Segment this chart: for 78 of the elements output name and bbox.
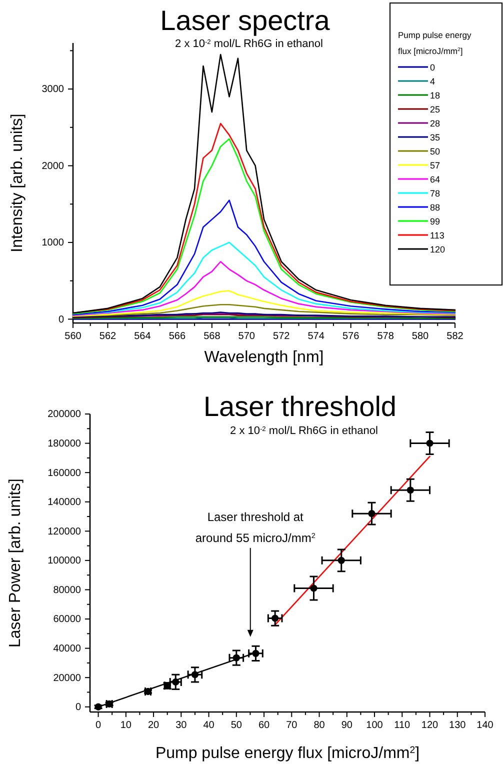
x-tick-label: 40 <box>203 720 215 732</box>
x-tick-label: 10 <box>120 720 132 732</box>
point <box>252 650 260 657</box>
point <box>310 584 318 592</box>
chart-subtitle: 2 x 10$^{-2}$ mol/L Rh6G in ethanol <box>175 38 323 50</box>
x-tick-label: 90 <box>341 720 353 732</box>
point <box>272 614 279 622</box>
legend-label: 120 <box>430 244 446 254</box>
x-tick-label: 100 <box>366 720 384 732</box>
legend-label: 99 <box>430 216 440 226</box>
legend-label: 18 <box>430 90 440 100</box>
point <box>368 510 376 518</box>
y-tick-label: 1000 <box>42 238 64 249</box>
x-tick-label: 572 <box>273 331 290 342</box>
y-tick-label: 180000 <box>48 438 82 450</box>
y-tick-label: 3000 <box>42 84 64 96</box>
x-tick-label: 110 <box>394 720 411 732</box>
x-tick-label: 20 <box>148 720 160 732</box>
point <box>338 556 345 564</box>
chart-title: Laser threshold <box>203 391 397 422</box>
x-tick-label: 140 <box>476 720 494 732</box>
x-tick-label: 560 <box>64 331 82 342</box>
annotation: Laser threshold at around 55 microJ/mm$^{2}$ <box>195 510 316 545</box>
x-axis-title: Pump pulse energy flux [microJ/mm$^{2}$] <box>155 744 420 762</box>
x-tick-label: 120 <box>421 720 439 732</box>
legend-label: 25 <box>430 104 440 114</box>
point <box>232 654 240 662</box>
legend-label: 50 <box>430 146 440 156</box>
legend-label: 0 <box>430 62 436 72</box>
line-series <box>72 290 456 317</box>
y-tick-label: 0 <box>58 314 64 326</box>
y-tick-label: 100000 <box>48 556 82 567</box>
line-series <box>72 200 456 316</box>
y-tick-label: 140000 <box>48 497 82 508</box>
legend-label: 78 <box>430 188 440 198</box>
point <box>406 486 414 494</box>
x-tick-label: 562 <box>99 331 117 342</box>
line-series <box>72 260 456 316</box>
y-tick-label: 80000 <box>53 584 82 596</box>
y-tick-label: 200000 <box>48 409 82 420</box>
x-tick-label: 570 <box>238 331 256 342</box>
y-axis-title: Laser Power [arb. units] <box>7 478 24 648</box>
y-tick-label: 0 <box>75 702 82 714</box>
x-tick-label: 50 <box>230 720 242 732</box>
x-tick-label: 574 <box>308 331 325 342</box>
point <box>426 440 434 447</box>
y-tick-label: 2000 <box>42 160 64 172</box>
legend-label: 57 <box>430 160 440 170</box>
x-tick-label: 566 <box>168 331 186 342</box>
x-tick-label: 70 <box>286 720 298 732</box>
y-tick-label: 20000 <box>53 672 82 684</box>
y-tick-label: 120000 <box>48 526 82 538</box>
y-axis-title: Intensity [arb. units] <box>9 114 26 252</box>
legend-label: 35 <box>430 132 440 142</box>
x-tick-label: 130 <box>449 720 466 732</box>
y-tick-label: 40000 <box>53 644 82 654</box>
x-tick-label: 564 <box>134 331 152 342</box>
y-tick-label: 60000 <box>53 614 82 626</box>
legend-label: 88 <box>430 202 440 212</box>
x-tick-label: 0 <box>96 720 102 732</box>
x-tick-label: 80 <box>314 720 326 732</box>
x-tick-label: 568 <box>204 331 221 342</box>
legend-label: 4 <box>430 76 436 86</box>
x-tick-label: 30 <box>176 720 188 732</box>
x-tick-label: 582 <box>446 331 464 342</box>
legend-label: 113 <box>430 230 444 240</box>
legend-title: Pump pulse energy flux [microJ/mm$^{2}$] <box>398 30 472 56</box>
x-tick-label: 60 <box>258 720 270 732</box>
y-tick-label: 160000 <box>48 468 82 479</box>
x-tick-label: 580 <box>412 331 430 342</box>
x-tick-label: 576 <box>342 331 360 342</box>
legend-label: 64 <box>430 174 440 184</box>
chart-title: Laser spectra <box>160 5 330 36</box>
x-axis-title: Wavelength [nm] <box>204 349 324 366</box>
point <box>191 671 199 678</box>
x-tick-label: 578 <box>377 331 394 342</box>
legend-label: 28 <box>430 118 440 128</box>
text: 2 x 10$^{-2}$ mol/L Rh6G in ethanol <box>230 425 378 437</box>
